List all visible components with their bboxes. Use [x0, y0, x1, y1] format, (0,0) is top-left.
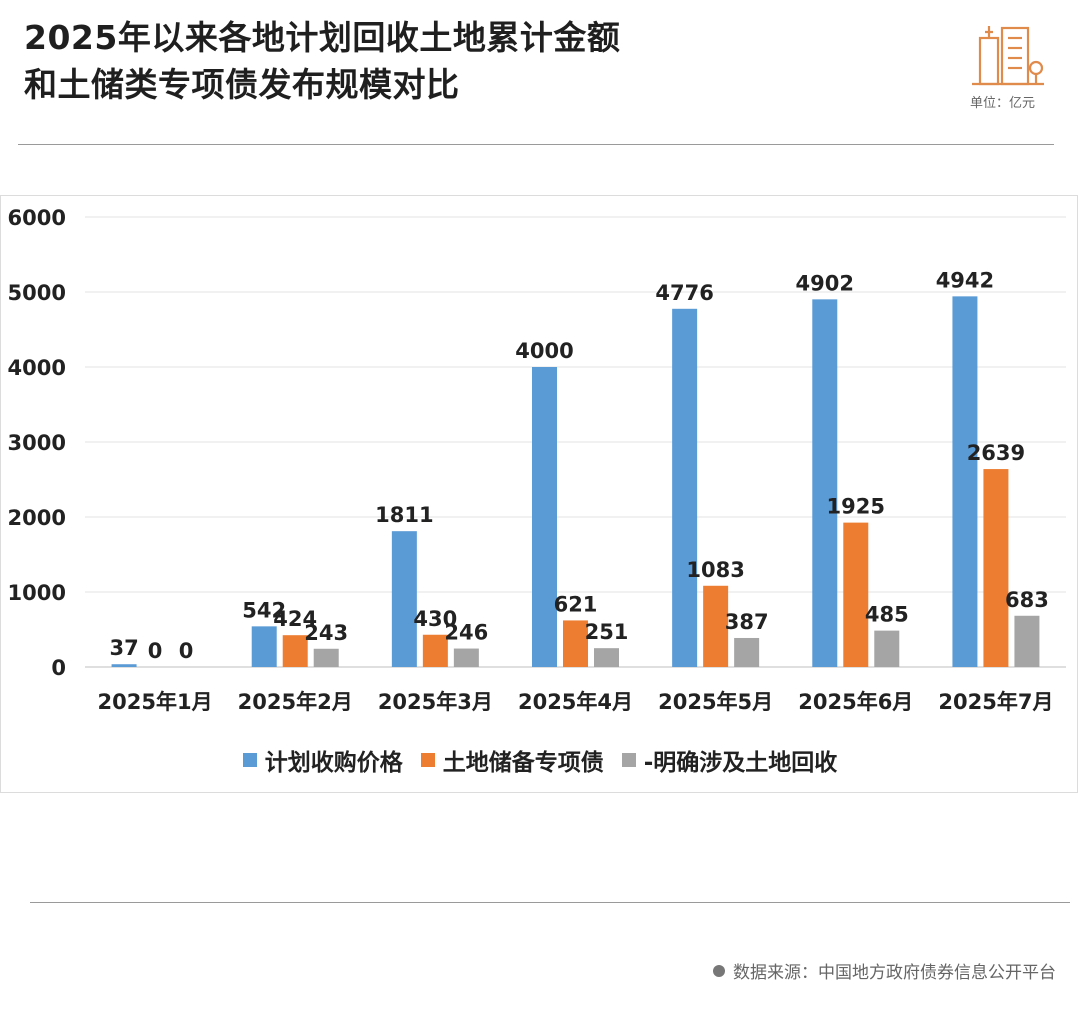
- x-tick-label: 2025年3月: [378, 690, 493, 714]
- data-label: 683: [1005, 588, 1049, 612]
- data-label: 1811: [375, 503, 433, 527]
- legend-label-series1: 计划收购价格: [264, 750, 403, 776]
- chart-frame: [0, 195, 1078, 793]
- bar: [1014, 615, 1040, 667]
- data-label: 243: [304, 621, 348, 645]
- bar: [111, 664, 137, 667]
- data-label: 2639: [967, 441, 1025, 465]
- data-label: 424: [273, 607, 317, 631]
- source-note: 数据来源：中国地方政府债券信息公开平台: [713, 958, 1056, 983]
- data-label: 1925: [827, 495, 885, 519]
- bar: [983, 469, 1009, 667]
- legend-label-series3: -明确涉及土地回收: [643, 750, 838, 776]
- top-divider: [18, 144, 1054, 145]
- x-tick-label: 2025年6月: [798, 690, 913, 714]
- data-label: 430: [413, 607, 457, 631]
- bar: [952, 296, 978, 667]
- legend: 计划收购价格 土地储备专项债 -明确涉及土地回收: [0, 743, 1080, 777]
- legend-item-series3: -明确涉及土地回收: [621, 743, 838, 777]
- legend-item-series2: 土地储备专项债: [420, 743, 604, 777]
- bar: [594, 648, 619, 667]
- y-tick-label: 1000: [8, 581, 66, 605]
- y-tick-label: 0: [51, 656, 66, 680]
- legend-swatch-series2: [420, 753, 435, 767]
- data-label: 4942: [936, 268, 994, 292]
- x-tick-label: 2025年5月: [658, 690, 773, 714]
- y-tick-label: 5000: [8, 281, 66, 305]
- data-label: 542: [242, 598, 286, 622]
- bar: [672, 308, 698, 667]
- bar: [453, 648, 479, 667]
- bottom-divider: [30, 902, 1070, 903]
- y-tick-label: 2000: [8, 506, 66, 530]
- legend-swatch-series3: [621, 753, 636, 767]
- x-tick-label: 2025年7月: [938, 690, 1053, 714]
- source-text: 数据来源：中国地方政府债券信息公开平台: [733, 963, 1056, 983]
- bar: [422, 634, 448, 667]
- bar: [812, 299, 838, 667]
- data-label: 251: [585, 620, 629, 644]
- bar: [563, 620, 588, 667]
- title-line-2: 和土储类专项债发布规模对比: [24, 65, 460, 104]
- bar: [251, 626, 277, 667]
- bar: [843, 522, 869, 667]
- legend-item-series1: 计划收购价格: [242, 743, 403, 777]
- x-tick-label: 2025年1月: [98, 690, 213, 714]
- chart-title: 2025年以来各地计划回收土地累计金额 和土储类专项债发布规模对比: [24, 14, 620, 108]
- data-label: 485: [865, 603, 909, 627]
- legend-swatch-series1: [242, 753, 257, 767]
- unit-label: 单位：亿元: [970, 96, 1036, 111]
- x-tick-label: 2025年4月: [518, 690, 633, 714]
- data-label: 4776: [655, 281, 713, 305]
- city-buildings-icon: [972, 26, 1044, 86]
- x-tick-label: 2025年2月: [238, 690, 353, 714]
- bar: [391, 531, 417, 667]
- data-label: 0: [179, 639, 194, 663]
- bar: [282, 635, 308, 667]
- data-label: 4000: [515, 339, 573, 363]
- y-tick-label: 6000: [8, 206, 66, 230]
- bullet-icon: [713, 964, 725, 977]
- title-line-1: 2025年以来各地计划回收土地累计金额: [24, 18, 621, 57]
- data-label: 621: [554, 592, 598, 616]
- data-label: 4902: [796, 271, 854, 295]
- bar: [703, 585, 729, 667]
- bar: [734, 637, 760, 667]
- data-label: 0: [148, 639, 163, 663]
- y-tick-label: 4000: [8, 356, 66, 380]
- data-label: 1083: [686, 558, 744, 582]
- data-label: 387: [725, 610, 769, 634]
- data-label: 246: [444, 621, 488, 645]
- legend-label-series2: 土地储备专项债: [442, 750, 604, 776]
- data-label: 37: [109, 636, 138, 660]
- bar: [313, 648, 339, 667]
- bar: [874, 630, 900, 667]
- bar: [532, 367, 557, 667]
- y-tick-label: 3000: [8, 431, 66, 455]
